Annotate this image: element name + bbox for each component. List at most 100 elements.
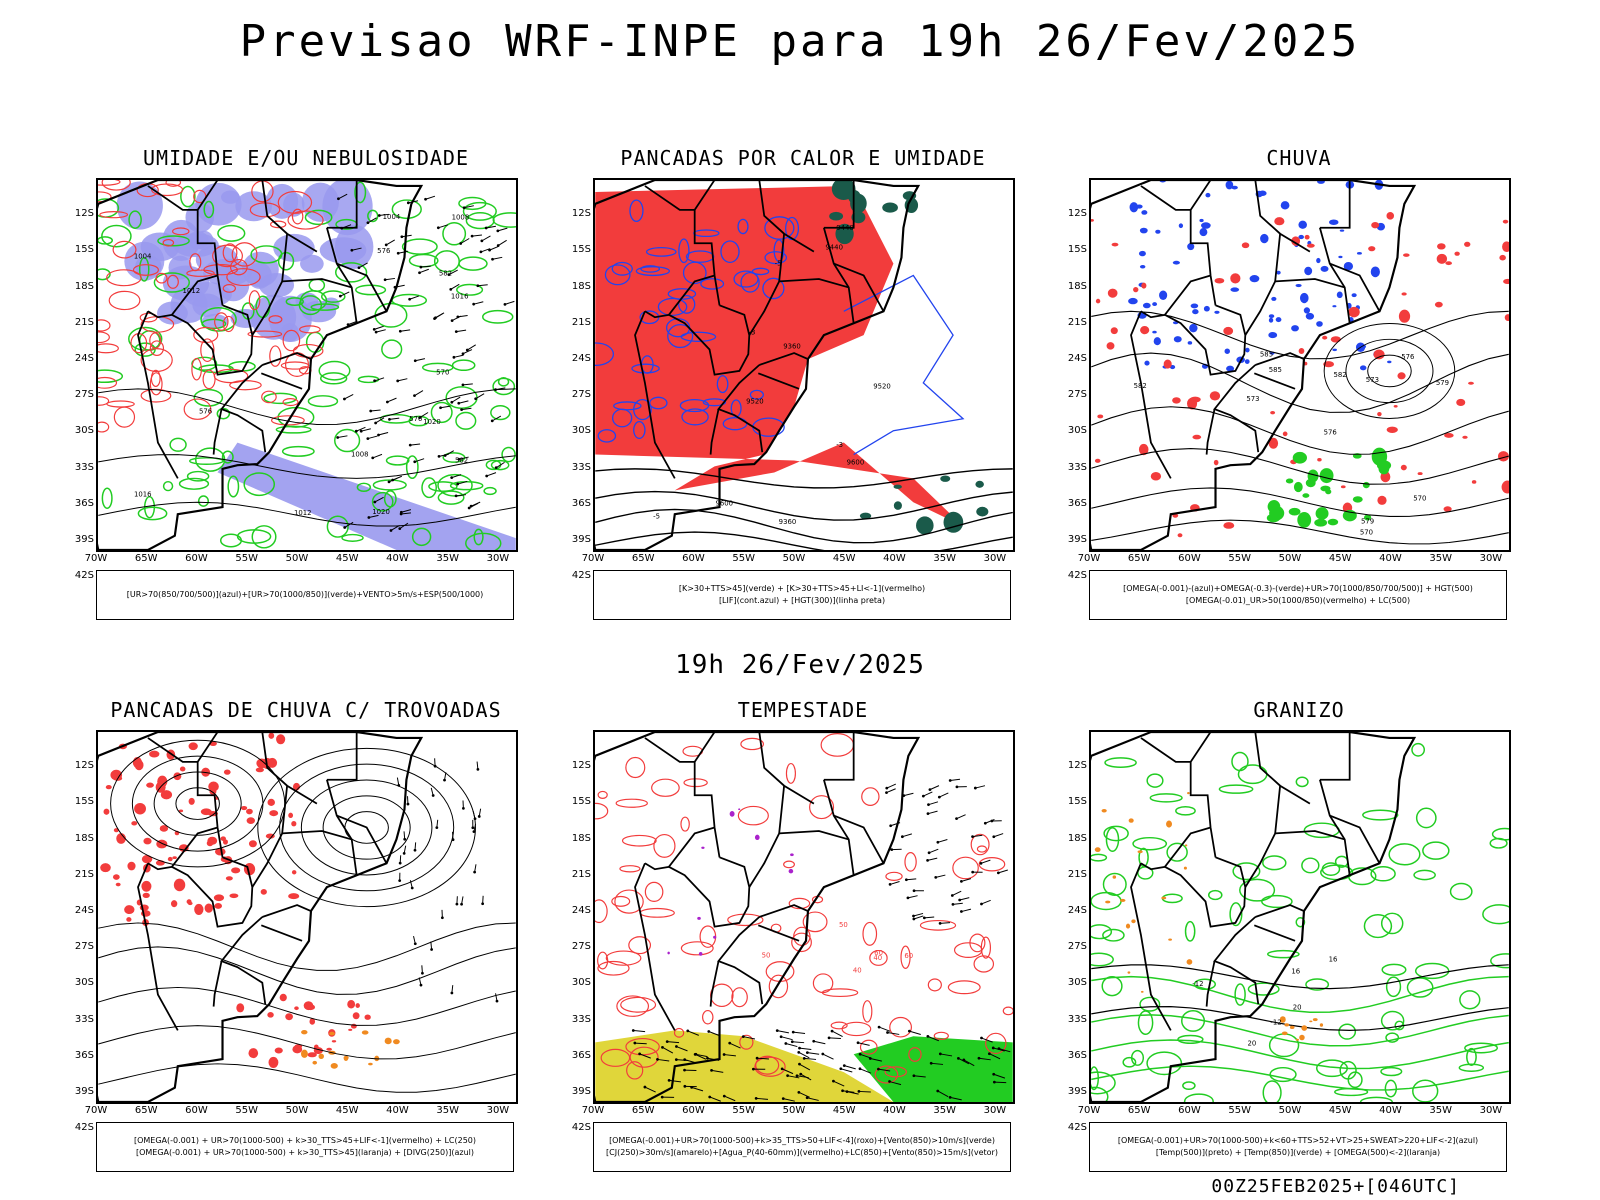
wind-vector-850 xyxy=(940,922,951,924)
precipitable-water-contour xyxy=(976,845,988,853)
lat-tick: 30S xyxy=(74,425,94,437)
rain-area xyxy=(1138,443,1149,456)
ascending-motion-area xyxy=(1139,264,1146,269)
lifted-index-contour xyxy=(631,363,660,374)
wind-vector-850-head xyxy=(841,1089,844,1093)
wind-vector xyxy=(397,378,408,382)
rain-area xyxy=(1434,301,1443,308)
precipitable-water-contour xyxy=(985,1032,1007,1055)
temp-850-contour xyxy=(1449,882,1473,901)
lon-tick: 35W xyxy=(933,553,956,564)
thunderstorm-area xyxy=(141,880,152,892)
ascending-motion-area xyxy=(1187,341,1193,345)
lat-tick: 27S xyxy=(1067,941,1087,953)
temp-850-contour xyxy=(1359,1096,1393,1102)
lon-tick: 35W xyxy=(1429,1105,1452,1116)
contour-label: 570 xyxy=(436,368,449,376)
pressure-isobar xyxy=(98,388,516,425)
wind-vector-850 xyxy=(928,848,939,854)
panel-legend: [OMEGA(-0.001)-(azul)+OMEGA(-0.3)-(verde… xyxy=(1089,570,1507,620)
lat-tick: 15S xyxy=(74,244,94,256)
low-level-humidity-contour xyxy=(462,201,497,221)
low-level-humidity-contour xyxy=(98,268,111,281)
low-level-humidity-contour xyxy=(153,272,190,293)
rain-area xyxy=(1499,254,1506,261)
ascending-motion-area xyxy=(1138,250,1146,257)
wind-vector-850 xyxy=(858,1090,871,1093)
rain-area xyxy=(1213,459,1219,466)
omega-500-area xyxy=(1312,1018,1318,1022)
streamline xyxy=(279,763,455,892)
state-border xyxy=(336,814,388,864)
severe-storm-area xyxy=(788,868,794,874)
wind-vector-850-head xyxy=(791,1030,795,1034)
rain-area xyxy=(1471,480,1477,484)
temp-850-contour xyxy=(1234,983,1246,1006)
ascending-motion-area xyxy=(1260,233,1269,244)
thunderstorm-area xyxy=(248,1048,259,1059)
precipitable-water-contour xyxy=(874,1065,899,1084)
ascending-motion-area xyxy=(1336,291,1343,299)
thunderstorm-area xyxy=(115,882,121,887)
thunderstorm-area xyxy=(309,1018,316,1025)
low-level-humidity-contour xyxy=(200,307,237,332)
strong-ascent-area xyxy=(1378,463,1390,475)
temp-850-contour xyxy=(1385,976,1402,998)
wind-vector-head xyxy=(369,409,373,413)
wind-vector-850 xyxy=(993,1073,1006,1079)
rain-area xyxy=(1417,472,1423,476)
wind-vector-850 xyxy=(870,1058,882,1062)
wind-vector-head xyxy=(439,406,442,410)
temp-850-contour xyxy=(1146,1051,1183,1076)
precipitable-water-contour xyxy=(862,1000,873,1023)
wind-vector xyxy=(410,443,421,446)
temp-850-contour xyxy=(1183,1093,1214,1102)
wind-vector-head xyxy=(377,433,380,437)
contour-label: 9600 xyxy=(715,500,733,508)
lon-tick: 65W xyxy=(1127,1105,1151,1116)
convective-area xyxy=(851,211,866,224)
rain-area xyxy=(1444,433,1454,438)
wind-vector-850-head xyxy=(957,1056,960,1060)
temp-850-contour xyxy=(1229,902,1243,927)
lon-tick: 40W xyxy=(883,553,906,564)
thickness-contour xyxy=(203,264,239,276)
low-level-humidity-contour xyxy=(128,210,142,229)
precipitable-water-contour xyxy=(768,974,789,999)
wind-vector-850 xyxy=(952,902,963,905)
state-border xyxy=(212,960,223,1007)
wind-vector-850-head xyxy=(660,1095,664,1099)
severe-storm-area xyxy=(754,834,760,841)
thunderstorm-area xyxy=(347,1000,356,1009)
wind-vector-head xyxy=(457,401,461,405)
wind-vector xyxy=(486,225,496,229)
streamline xyxy=(98,1063,516,1093)
precipitable-water-contour xyxy=(595,802,609,820)
wind-vector-850-head xyxy=(755,1056,759,1060)
thunderstorm-area xyxy=(303,1001,314,1011)
instability-area-orange xyxy=(393,1039,400,1045)
wind-vector xyxy=(497,239,507,246)
strong-ascent-area xyxy=(1371,447,1388,466)
wind-vector-850 xyxy=(780,1036,793,1041)
precipitable-water-contour xyxy=(611,895,631,907)
wind-vector-850 xyxy=(978,1057,991,1061)
temp-850-contour xyxy=(1464,1042,1499,1054)
main-title: Previsao WRF-INPE para 19h 26/Fev/2025 xyxy=(239,16,1361,67)
contour-label: 16 xyxy=(1329,956,1338,964)
precipitable-water-contour xyxy=(908,1047,922,1062)
low-level-humidity-contour xyxy=(355,284,387,296)
state-border xyxy=(833,814,885,864)
contour-label: 582 xyxy=(455,457,468,465)
thunderstorm-area xyxy=(268,732,275,739)
state-border xyxy=(1140,310,1166,319)
state-border xyxy=(1205,960,1216,1007)
rain-area xyxy=(1436,253,1448,264)
wind-vector-head xyxy=(450,319,454,322)
thickness-contour xyxy=(98,343,119,354)
ascending-motion-area xyxy=(1332,305,1337,308)
temp-850-contour xyxy=(1091,924,1113,940)
state-border xyxy=(137,310,179,479)
wind-vector xyxy=(372,453,383,459)
wind-vector xyxy=(467,344,476,351)
